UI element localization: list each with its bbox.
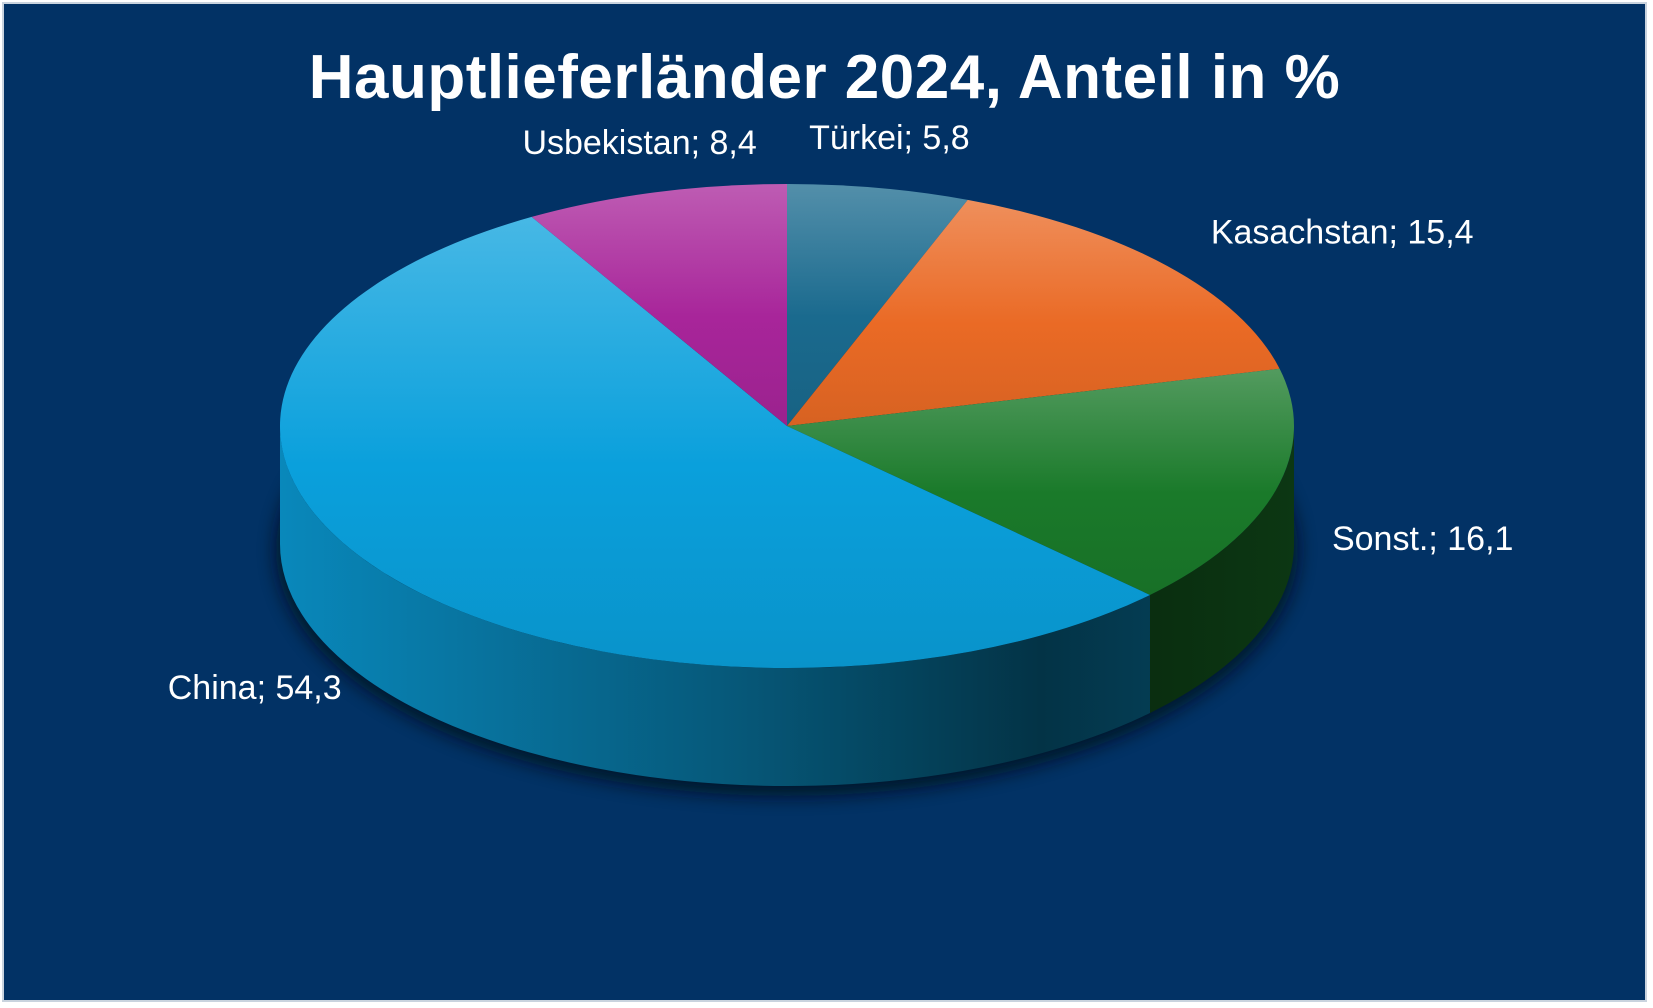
pie-slice-kasachstan [787,199,1280,426]
data-label-sonst-: Sonst.; 16,1 [1332,520,1513,558]
pie-side-china [280,426,1150,786]
data-label-kasachstan: Kasachstan; 15,4 [1211,214,1474,252]
pie-slice-usbekistan [531,184,787,426]
pie-chart: Türkei; 5,8 Kasachstan; 15,4 Sonst.; 16,1 C… [168,119,1513,796]
pie-slice-china [279,216,1150,668]
data-label-china: China; 54,3 [168,669,342,707]
pie-slice-t-rkei [787,184,968,426]
data-label-t-rkei: Türkei; 5,8 [809,119,970,157]
data-label-usbekistan: Usbekistan; 8,4 [522,124,756,162]
pie-side-sonst- [1149,426,1294,713]
chart-title: Hauptlieferländer 2024, Anteil in % [308,43,1341,112]
pie-slice-sonst- [787,368,1294,595]
